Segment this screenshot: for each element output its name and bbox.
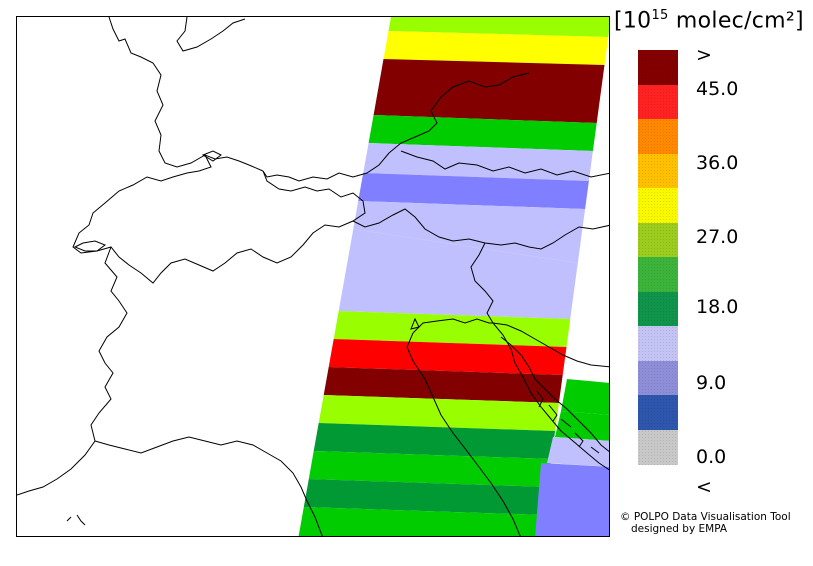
coast-italy-east [406, 332, 521, 536]
lake-garda [410, 317, 420, 330]
swath-pixel-band [338, 229, 578, 319]
border-czech [388, 72, 530, 154]
swath-pixel-band [388, 17, 609, 37]
colorbar-tick-label: < [696, 476, 712, 498]
swath-pixel-band [353, 201, 586, 263]
colorbar-swatch [638, 84, 678, 120]
colorbar-tick-label: 36.0 [696, 152, 739, 174]
border-germany-east [262, 152, 390, 182]
colorbar-tick-label: 0.0 [696, 446, 727, 468]
credits: © POLPO Data Visualisation Tool designed… [620, 511, 791, 535]
swath-pixel-band [318, 395, 559, 431]
coast-corsica [66, 514, 86, 526]
lake-geneva [73, 240, 107, 252]
coast-adriatic [412, 318, 609, 471]
border-italy-france [17, 246, 128, 496]
colorbar-tick-label: > [696, 44, 712, 66]
colorbar-tick-label: 18.0 [696, 296, 739, 318]
unit-suffix: molec/cm²] [668, 8, 804, 34]
swath-pixel-band [313, 423, 556, 459]
colorbar-swatch [638, 119, 678, 154]
border-austria-north [400, 150, 609, 178]
colorbar-swatch [638, 222, 678, 258]
border-slovenia-croatia [492, 322, 609, 368]
unit-label: [1015 molec/cm²] [614, 8, 804, 33]
country-borders [17, 17, 609, 536]
swath-pixel-band [298, 507, 544, 536]
colorbar-swatch [638, 326, 678, 361]
border-rhine-north [108, 17, 264, 172]
swath-side-pixel [547, 437, 609, 467]
satellite-swath [298, 17, 609, 536]
colorbar-swatch [638, 257, 678, 292]
colorbar-tick-label: 9.0 [696, 372, 727, 394]
swath-side-pixel [555, 411, 609, 441]
swath-pixel-band [363, 143, 593, 181]
swath-pixel-band [323, 367, 563, 403]
border-austria-italy [352, 208, 609, 250]
colorbar-swatch [638, 291, 678, 327]
border-germany-north [176, 17, 246, 52]
swath-pixel-band [308, 451, 552, 487]
colorbar-tick-label: 27.0 [696, 226, 739, 248]
colorbar-swatch [638, 153, 678, 189]
credits-line-1: © POLPO Data Visualisation Tool [620, 511, 791, 523]
colorbar-swatch [638, 50, 678, 85]
swath-pixel-band [373, 59, 605, 123]
colorbar-swatch [638, 360, 678, 396]
credits-line-2: designed by EMPA [631, 523, 728, 535]
border-italy-slovenia [470, 242, 494, 324]
swath-pixel-band [358, 173, 589, 209]
lake-constance [201, 150, 222, 162]
unit-prefix: [10 [614, 8, 652, 34]
swath-pixel-band [383, 31, 609, 65]
colorbar-swatch [638, 429, 678, 465]
coast-liguria [94, 436, 323, 536]
swath-pixel-band [328, 339, 567, 375]
swath-pixel-band [303, 479, 548, 515]
colorbar-swatch [638, 395, 678, 430]
unit-exponent: 15 [651, 8, 669, 23]
swath-pixel-band [368, 115, 597, 151]
map-canvas [17, 17, 609, 536]
colorbar-swatch [638, 188, 678, 223]
colorbar-tick-label: 45.0 [696, 78, 739, 100]
coast-istria [500, 336, 609, 453]
border-switzerland [72, 154, 366, 284]
swath-pixel-band [333, 311, 571, 347]
swath-side-pixel [561, 379, 609, 415]
map-panel [16, 16, 610, 537]
islands-kvarner [536, 390, 600, 454]
swath-side-pixel [535, 463, 609, 536]
